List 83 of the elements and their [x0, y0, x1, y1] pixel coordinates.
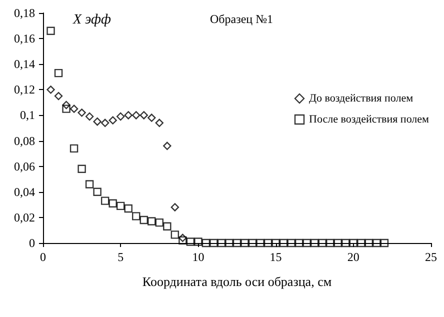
point: [148, 217, 156, 226]
point: [326, 238, 334, 248]
x-axis-title: Координата вдоль оси образца, см: [142, 274, 332, 289]
point: [310, 238, 319, 248]
point: [46, 26, 55, 35]
point: [240, 238, 249, 248]
y-tick-label: 0,18: [14, 6, 35, 20]
point: [178, 234, 187, 242]
point: [294, 238, 304, 248]
point: [85, 180, 94, 188]
point: [342, 238, 350, 248]
point: [132, 111, 140, 120]
point: [163, 222, 172, 230]
x-tick-label: 0: [40, 250, 46, 264]
point: [116, 202, 125, 210]
point: [372, 238, 381, 248]
point: [124, 204, 132, 213]
legend-label: После воздействия полем: [308, 114, 430, 126]
point: [46, 86, 55, 94]
point: [100, 118, 110, 127]
point: [232, 238, 242, 248]
point: [334, 238, 342, 248]
point: [210, 238, 218, 248]
point: [140, 216, 148, 224]
point: [116, 112, 125, 121]
x-tick-label: 10: [192, 250, 204, 264]
y-tick-label: 0: [29, 236, 35, 250]
point: [132, 212, 140, 220]
point: [272, 238, 280, 248]
y-axis-title: X эфф: [72, 12, 111, 28]
point: [264, 238, 272, 248]
point: [178, 236, 187, 245]
point: [85, 112, 94, 121]
point: [380, 238, 389, 248]
point: [318, 238, 326, 248]
y-tick-label: 0,14: [14, 57, 35, 72]
point: [93, 118, 102, 126]
point: [279, 238, 288, 248]
x-tick-label: 15: [270, 250, 282, 264]
point: [140, 111, 148, 120]
point: [186, 238, 195, 246]
point: [54, 92, 63, 100]
point: [148, 114, 156, 122]
y-tick-label: 0,02: [14, 210, 35, 224]
point: [70, 144, 78, 153]
y-tick-label: 0,12: [14, 82, 35, 97]
y-tick-label: 0,04: [14, 184, 35, 199]
point: [364, 238, 374, 248]
point: [155, 118, 164, 127]
point: [256, 238, 264, 248]
x-tick-label: 5: [118, 250, 124, 264]
point: [170, 230, 180, 239]
point: [54, 68, 63, 78]
legend-label: До воздействия полем: [308, 92, 414, 104]
point: [78, 164, 86, 173]
point: [70, 104, 78, 113]
point: [225, 238, 234, 248]
y-tick-label: 0,1: [20, 108, 35, 122]
point: [124, 111, 132, 120]
point: [170, 203, 180, 212]
y-tick-label: 0,08: [14, 134, 35, 148]
point: [78, 108, 86, 117]
y-tick-label: 0,06: [14, 159, 35, 174]
point: [100, 196, 110, 205]
point: [194, 238, 202, 246]
point: [108, 199, 117, 208]
point: [248, 238, 257, 248]
y-tick-label: 0,16: [14, 32, 35, 46]
point: [202, 238, 210, 248]
point: [155, 218, 164, 227]
point: [163, 142, 172, 150]
point: [287, 238, 296, 248]
x-tick-label: 20: [347, 250, 360, 264]
point: [93, 188, 102, 196]
chart-title: Образец №1: [210, 12, 274, 26]
point: [357, 238, 366, 248]
x-tick-label: 25: [425, 250, 437, 264]
point: [62, 100, 70, 110]
point: [62, 104, 70, 113]
point: [302, 238, 311, 248]
point: [108, 116, 117, 124]
point: [349, 238, 358, 248]
point: [217, 238, 226, 248]
